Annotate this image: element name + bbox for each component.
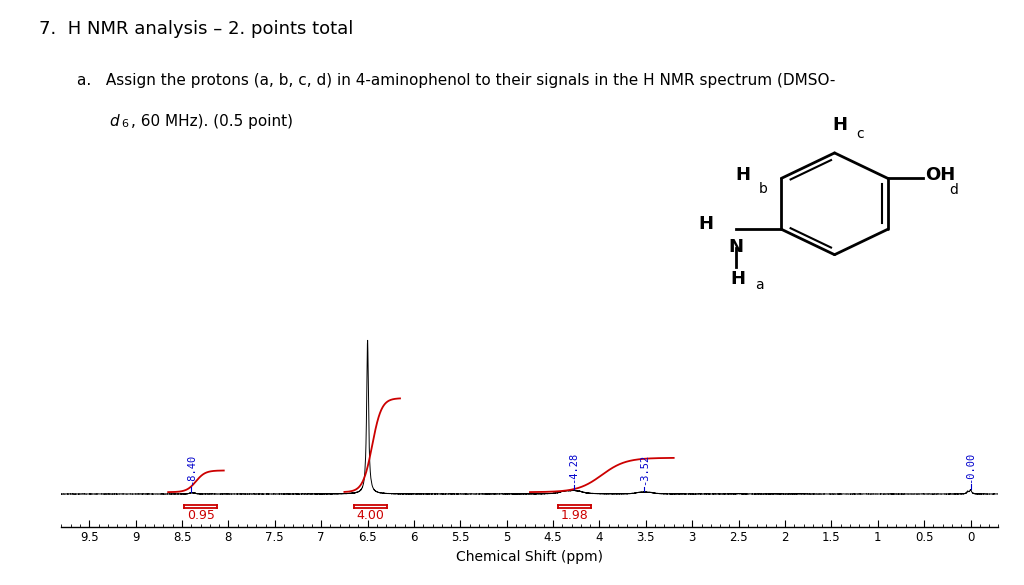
Text: 4.00: 4.00 (356, 510, 384, 522)
Text: 7.  H NMR analysis – 2. points total: 7. H NMR analysis – 2. points total (39, 20, 353, 39)
Text: -0.00: -0.00 (966, 451, 976, 483)
X-axis label: Chemical Shift (ppm): Chemical Shift (ppm) (457, 550, 603, 564)
Text: b: b (759, 182, 768, 196)
Text: 6: 6 (121, 119, 128, 129)
Text: , 60 MHz). (0.5 point): , 60 MHz). (0.5 point) (131, 114, 293, 129)
Text: N: N (729, 238, 743, 256)
Text: -8.40: -8.40 (186, 454, 197, 486)
Text: H: H (831, 116, 847, 135)
Text: -4.28: -4.28 (568, 452, 579, 483)
Text: H: H (735, 166, 751, 184)
Text: a: a (755, 278, 763, 292)
Text: OH: OH (926, 166, 955, 184)
Text: 0.95: 0.95 (186, 510, 215, 522)
Text: -3.52: -3.52 (639, 453, 649, 485)
Text: H: H (698, 215, 714, 233)
Text: d: d (110, 114, 119, 129)
Text: a.   Assign the protons (a, b, c, d) in 4-aminophenol to their signals in the H : a. Assign the protons (a, b, c, d) in 4-… (77, 73, 836, 88)
Text: H: H (731, 270, 745, 288)
Text: d: d (949, 184, 958, 198)
Text: 1.98: 1.98 (560, 510, 589, 522)
Text: c: c (856, 127, 863, 141)
